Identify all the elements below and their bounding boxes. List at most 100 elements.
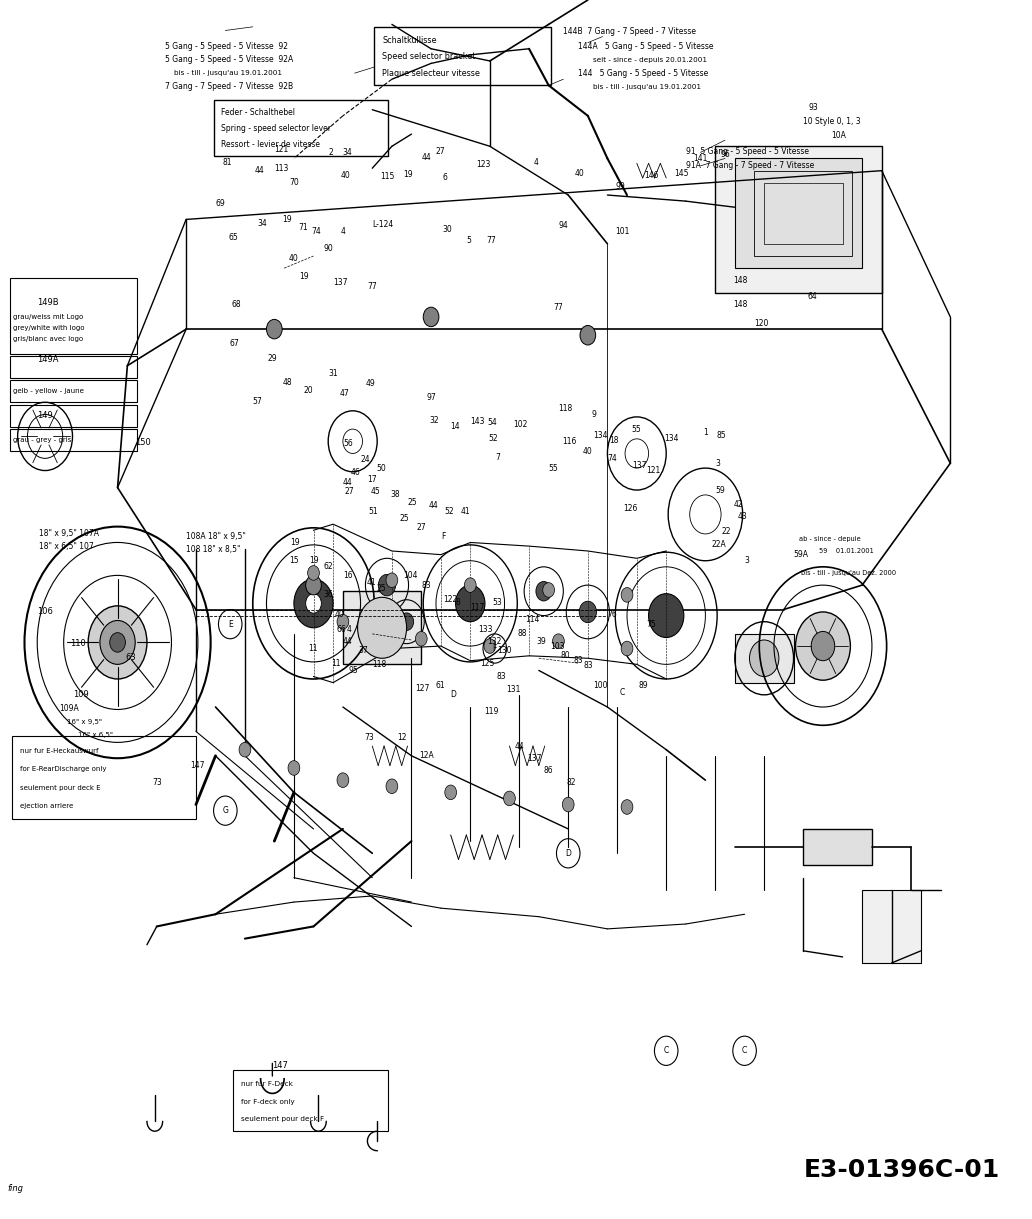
Circle shape [464, 578, 476, 592]
Bar [11, 736, 196, 819]
Circle shape [455, 585, 485, 622]
Bar [735, 634, 794, 683]
Text: 9: 9 [591, 410, 596, 419]
Circle shape [423, 307, 439, 327]
Text: 86: 86 [544, 766, 553, 775]
Text: C: C [619, 688, 624, 697]
Text: 51: 51 [368, 507, 378, 517]
Text: gris/blanc avec logo: gris/blanc avec logo [12, 336, 83, 341]
Text: 18" x 6,5" 107: 18" x 6,5" 107 [39, 541, 94, 551]
Circle shape [484, 639, 495, 653]
Text: 52: 52 [445, 507, 454, 517]
Text: 8: 8 [455, 597, 460, 607]
Text: 90: 90 [323, 244, 333, 254]
Text: 120: 120 [754, 318, 769, 328]
Text: 91A  7 Gang - 7 Speed - 7 Vitesse: 91A 7 Gang - 7 Speed - 7 Vitesse [686, 161, 814, 171]
Text: 108 18" x 8,5": 108 18" x 8,5" [186, 545, 240, 555]
Text: grey/white with logo: grey/white with logo [12, 325, 85, 330]
Text: 106: 106 [37, 607, 53, 617]
Text: bis - till - jusqu'au 19.01.2001: bis - till - jusqu'au 19.01.2001 [174, 71, 283, 76]
Text: 137: 137 [527, 753, 542, 763]
Text: 147: 147 [190, 761, 204, 770]
Circle shape [648, 594, 684, 638]
Text: 74: 74 [312, 227, 321, 236]
Circle shape [580, 325, 595, 345]
Circle shape [399, 613, 414, 630]
Text: 118: 118 [373, 659, 387, 669]
Text: 12: 12 [396, 733, 407, 742]
Text: 46: 46 [351, 468, 360, 478]
Text: 57: 57 [253, 396, 262, 406]
Text: 20: 20 [303, 385, 314, 395]
Text: 73: 73 [364, 733, 375, 742]
Text: 131: 131 [507, 685, 521, 695]
Circle shape [379, 574, 395, 596]
Text: 109A: 109A [59, 703, 78, 713]
Text: 99: 99 [615, 182, 625, 191]
Text: 93: 93 [808, 102, 818, 112]
Text: 137: 137 [632, 461, 646, 471]
Text: L-124: L-124 [373, 219, 393, 229]
Text: 85: 85 [716, 430, 725, 440]
Circle shape [100, 620, 135, 664]
Text: F: F [441, 531, 445, 541]
Text: E3-01396C-01: E3-01396C-01 [803, 1158, 1000, 1182]
Circle shape [562, 797, 574, 812]
Text: 5 Gang - 5 Speed - 5 Vitesse  92A: 5 Gang - 5 Speed - 5 Vitesse 92A [164, 55, 293, 65]
Circle shape [305, 594, 321, 613]
Text: 83: 83 [496, 672, 507, 681]
Bar [9, 356, 137, 378]
Text: 61: 61 [436, 680, 446, 690]
Text: 49: 49 [365, 379, 376, 389]
Text: 19: 19 [299, 272, 309, 282]
Text: nur fur F-Deck: nur fur F-Deck [241, 1081, 293, 1087]
Text: 19: 19 [282, 215, 292, 224]
Text: 110: 110 [70, 639, 87, 649]
Circle shape [621, 800, 633, 814]
Circle shape [552, 634, 565, 649]
Text: 114: 114 [525, 614, 540, 624]
Text: grau - grey - gris: grau - grey - gris [12, 438, 71, 442]
Text: 19: 19 [290, 538, 299, 547]
Text: ab - since - depuie: ab - since - depuie [800, 536, 861, 541]
Text: 4: 4 [341, 227, 346, 236]
Text: Ressort - levier de vitesse: Ressort - levier de vitesse [222, 140, 320, 149]
Circle shape [386, 779, 397, 794]
Text: 43: 43 [738, 512, 747, 522]
Text: 69: 69 [216, 199, 225, 208]
Text: 44: 44 [343, 478, 353, 488]
Text: 83: 83 [584, 661, 593, 670]
Text: 39: 39 [537, 636, 547, 646]
Text: 121: 121 [275, 145, 289, 155]
Text: 15: 15 [289, 556, 298, 566]
Text: 148: 148 [733, 275, 747, 285]
Text: 130: 130 [497, 646, 512, 656]
Circle shape [811, 631, 835, 661]
Text: Schaltkullisse: Schaltkullisse [382, 35, 437, 45]
Text: 75: 75 [647, 619, 656, 629]
Circle shape [305, 575, 321, 595]
Text: grau/weiss mit Logo: grau/weiss mit Logo [12, 315, 83, 319]
Text: 81: 81 [222, 157, 232, 167]
Text: 44: 44 [421, 152, 431, 162]
Text: 144A   5 Gang - 5 Speed - 5 Vitesse: 144A 5 Gang - 5 Speed - 5 Vitesse [578, 41, 713, 51]
Text: 31: 31 [328, 368, 337, 378]
Text: 34: 34 [258, 218, 267, 228]
Circle shape [621, 588, 633, 602]
Text: 103: 103 [551, 641, 566, 651]
Text: 25: 25 [408, 497, 417, 507]
Text: 27: 27 [436, 146, 446, 156]
Text: gelb - yellow - jaune: gelb - yellow - jaune [12, 389, 84, 394]
Text: 149A: 149A [37, 355, 59, 364]
Text: 89: 89 [639, 680, 648, 690]
Circle shape [308, 566, 319, 580]
Text: 141: 141 [694, 154, 708, 163]
Text: 133: 133 [478, 624, 492, 634]
Text: 83: 83 [573, 656, 583, 666]
Text: 40: 40 [289, 254, 299, 263]
Circle shape [266, 319, 282, 339]
Text: 17: 17 [367, 474, 377, 484]
Text: 5: 5 [466, 235, 472, 245]
Circle shape [621, 641, 633, 656]
Text: 53: 53 [493, 597, 503, 607]
